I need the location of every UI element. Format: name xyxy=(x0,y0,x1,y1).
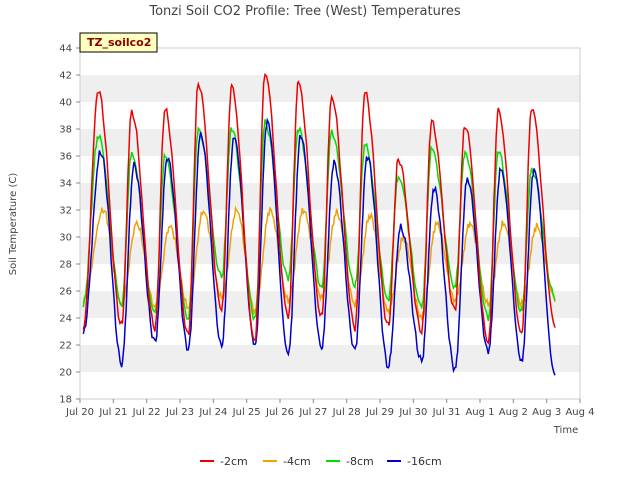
chart-title: Tonzi Soil CO2 Profile: Tree (West) Temp… xyxy=(148,4,461,19)
y-axis: 18 20 22 24 26 28 30 32 34 36 38 40 42 44 xyxy=(59,44,80,406)
legend-label: -2cm xyxy=(220,455,248,468)
y-tick-label: 44 xyxy=(59,44,72,55)
plot-area xyxy=(79,47,581,400)
legend-label: -16cm xyxy=(407,455,442,468)
x-tick-label: Aug 3 xyxy=(532,407,561,418)
x-tick-label: Aug 2 xyxy=(499,407,528,418)
tag-text: TZ_soilco2 xyxy=(87,36,151,49)
y-tick-label: 18 xyxy=(59,395,72,406)
grid-band xyxy=(80,48,580,75)
grid-band xyxy=(80,75,580,102)
x-tick-label: Jul 24 xyxy=(198,407,227,418)
legend: -2cm -4cm -8cm -16cm xyxy=(200,455,442,468)
y-tick-label: 42 xyxy=(59,71,72,82)
x-axis: Jul 20 Jul 21 Jul 22 Jul 23 Jul 24 Jul 25 Jul … xyxy=(65,399,595,418)
x-tick-label: Jul 29 xyxy=(365,407,394,418)
y-tick-label: 22 xyxy=(59,341,72,352)
series-line-minus-8cm xyxy=(82,119,556,322)
y-tick-label: 26 xyxy=(59,287,72,298)
x-tick-label: Jul 28 xyxy=(332,407,361,418)
x-tick-label: Aug 4 xyxy=(565,407,594,418)
x-tick-label: Aug 1 xyxy=(465,407,494,418)
y-tick-label: 32 xyxy=(59,206,72,217)
legend-label: -4cm xyxy=(283,455,311,468)
grid-band xyxy=(80,345,580,372)
x-tick-label: Jul 31 xyxy=(432,407,461,418)
x-tick-label: Jul 21 xyxy=(98,407,127,418)
y-tick-label: 20 xyxy=(59,368,72,379)
x-axis-title: Time xyxy=(553,425,578,436)
x-tick-label: Jul 22 xyxy=(132,407,161,418)
x-tick-label: Jul 27 xyxy=(298,407,327,418)
tag-box xyxy=(79,32,158,53)
y-tick-label: 30 xyxy=(59,233,72,244)
y-axis-title: Soil Temperature (C) xyxy=(8,173,19,276)
x-tick-label: Jul 30 xyxy=(398,407,427,418)
series-lines xyxy=(82,72,556,376)
grid-band xyxy=(80,264,580,291)
series-line-minus-2cm xyxy=(82,72,556,345)
grid-band xyxy=(80,291,580,318)
y-tick-label: 34 xyxy=(59,179,72,190)
y-tick-label: 38 xyxy=(59,125,72,136)
x-tick-label: Jul 20 xyxy=(65,407,94,418)
grid-band xyxy=(80,372,580,399)
grid-band xyxy=(80,318,580,345)
y-tick-label: 24 xyxy=(59,314,72,325)
x-tick-label: Jul 25 xyxy=(232,407,261,418)
tag-label: TZ_soilco2 xyxy=(79,32,158,53)
legend-label: -8cm xyxy=(346,455,374,468)
y-tick-label: 36 xyxy=(59,152,72,163)
y-tick-label: 40 xyxy=(59,98,72,109)
x-tick-label: Jul 23 xyxy=(165,407,194,418)
series-line-minus-16cm xyxy=(82,117,556,376)
x-tick-label: Jul 26 xyxy=(265,407,294,418)
y-tick-label: 28 xyxy=(59,260,72,271)
